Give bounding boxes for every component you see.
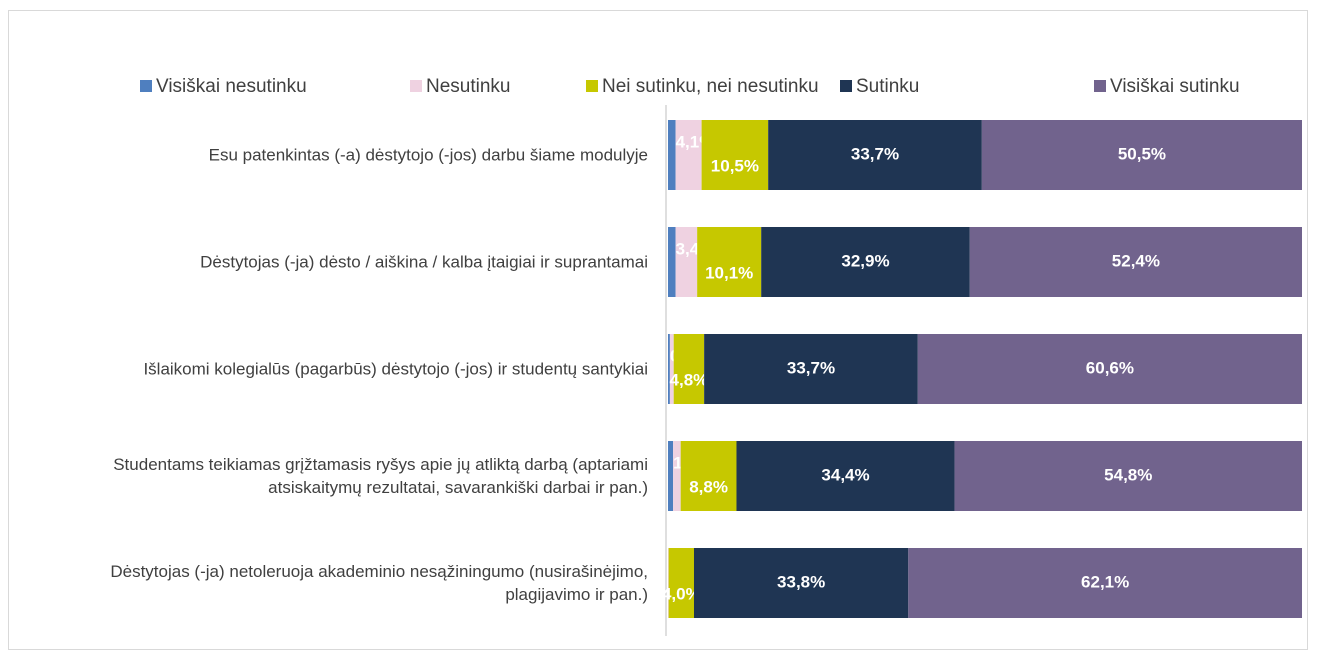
bar-segment bbox=[673, 441, 681, 511]
bar-segment bbox=[693, 548, 909, 618]
legend-label: Nei sutinku, nei nesutinku bbox=[602, 76, 819, 97]
data-label: 10,5% bbox=[711, 156, 759, 175]
bar-segment bbox=[680, 441, 737, 511]
legend-swatch bbox=[1094, 80, 1106, 92]
legend-swatch bbox=[140, 80, 152, 92]
bar-segment bbox=[668, 120, 676, 190]
bar-segment bbox=[736, 441, 955, 511]
data-label: 34,4% bbox=[821, 465, 869, 484]
data-label: 10,1% bbox=[705, 263, 753, 282]
bar-segment bbox=[668, 227, 676, 297]
data-label: 8,8% bbox=[689, 477, 728, 496]
legend-swatch bbox=[840, 80, 852, 92]
legend-label: Visiškai nesutinku bbox=[156, 76, 307, 97]
data-label: 4,8% bbox=[670, 370, 709, 389]
data-label: 4,0% bbox=[662, 584, 701, 603]
bar-segment bbox=[981, 120, 1302, 190]
bar-segment bbox=[675, 227, 698, 297]
data-label: 33,8% bbox=[777, 572, 825, 591]
category-label: Studentams teikiamas grįžtamasis ryšys a… bbox=[113, 455, 648, 497]
category-label: Dėstytojas (-ja) netoleruoja akademinio … bbox=[110, 562, 648, 604]
bar-segment bbox=[704, 334, 918, 404]
bar-segment bbox=[668, 548, 669, 618]
bar-segment bbox=[908, 548, 1302, 618]
data-label: 50,5% bbox=[1118, 144, 1166, 163]
category-label: Išlaikomi kolegialūs (pagarbūs) dėstytoj… bbox=[143, 359, 648, 379]
data-label: 52,4% bbox=[1112, 251, 1160, 270]
bar-segment bbox=[668, 548, 694, 618]
bar-segment bbox=[673, 334, 705, 404]
category-label: Dėstytojas (-ja) dėsto / aiškina / kalba… bbox=[200, 252, 648, 272]
chart-frame bbox=[8, 10, 1308, 650]
bar-segment bbox=[675, 120, 702, 190]
data-label: 62,1% bbox=[1081, 572, 1129, 591]
bar-segment bbox=[668, 334, 670, 404]
data-label: 33,7% bbox=[851, 144, 899, 163]
legend-swatch bbox=[586, 80, 598, 92]
bar-segment bbox=[917, 334, 1302, 404]
bar-segment bbox=[697, 227, 762, 297]
data-label: 60,6% bbox=[1086, 358, 1134, 377]
bar-segment bbox=[954, 441, 1302, 511]
bar-segment bbox=[668, 441, 674, 511]
data-label: 54,8% bbox=[1104, 465, 1152, 484]
category-label: Esu patenkintas (-a) dėstytojo (-jos) da… bbox=[208, 145, 648, 165]
bar-segment bbox=[761, 227, 970, 297]
bar-segment bbox=[768, 120, 982, 190]
legend-label: Sutinku bbox=[856, 76, 919, 97]
bar-segment bbox=[669, 334, 674, 404]
data-label: 33,7% bbox=[787, 358, 835, 377]
legend-label: Visiškai sutinku bbox=[1110, 76, 1240, 97]
legend-swatch bbox=[410, 80, 422, 92]
legend-label: Nesutinku bbox=[426, 76, 511, 97]
bar-segment bbox=[969, 227, 1302, 297]
data-label: 32,9% bbox=[841, 251, 889, 270]
bar-segment bbox=[701, 120, 769, 190]
